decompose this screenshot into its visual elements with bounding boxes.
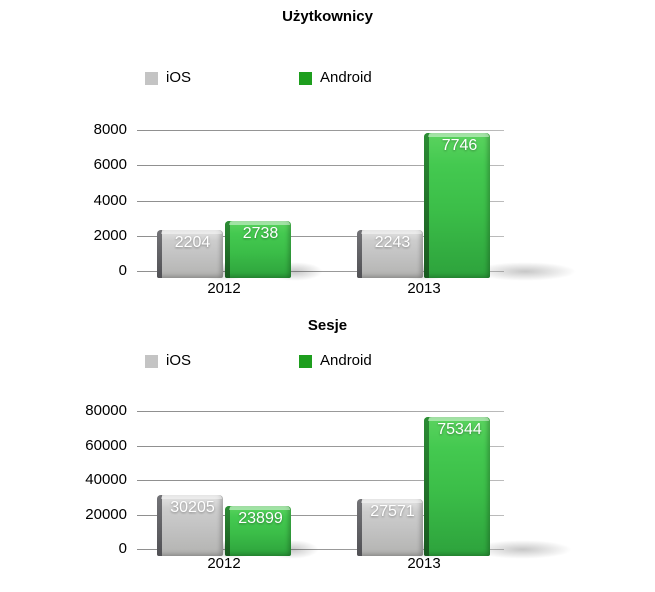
chart-title-sesje: Sesje <box>307 317 348 334</box>
legend-label-ios: iOS <box>166 352 192 369</box>
bar-value-label: 23899 <box>238 509 283 527</box>
legend-item-ios: iOS <box>145 353 191 369</box>
gridline-80000 <box>137 411 504 412</box>
legend-label-android: Android <box>320 352 372 369</box>
bar-ios-2013: 27571 <box>357 499 423 556</box>
bar-side-face <box>357 229 362 278</box>
legend-label-android: Android <box>320 69 372 86</box>
bar-top-gloss <box>428 417 489 421</box>
gridline-60000 <box>137 445 504 447</box>
y-tick-label-20000: 20000 <box>85 505 127 523</box>
legend-swatch-ios <box>145 71 158 85</box>
y-tick-label-8000: 8000 <box>93 121 127 138</box>
bar-ios-2012: 30205 <box>157 494 223 556</box>
chart-title-uzytkownicy: Użytkownicy <box>282 8 373 25</box>
y-tick-label-0: 0 <box>118 262 127 279</box>
x-category-label-2013: 2013 <box>407 280 441 297</box>
y-tick-label-80000: 80000 <box>85 402 127 419</box>
legend-item-android: Android <box>299 353 372 369</box>
bar-top-gloss <box>428 132 489 137</box>
bar-top-gloss <box>361 499 422 504</box>
bar-value-label: 2738 <box>242 224 279 242</box>
legend-swatch-ios <box>145 354 158 368</box>
y-tick-label-2000: 2000 <box>93 226 127 244</box>
gridline-20000 <box>137 514 504 516</box>
y-tick-label-6000: 6000 <box>93 156 127 174</box>
bar-side-face <box>225 220 230 278</box>
gridline-8000 <box>137 130 504 131</box>
bar-side-face <box>157 230 162 278</box>
bar-android-2012: 23899 <box>225 505 291 556</box>
bar-side-face <box>357 499 362 556</box>
bar-value-label: 75344 <box>437 421 482 438</box>
bar-side-face <box>424 132 429 278</box>
bar-value-label: 2243 <box>374 233 411 251</box>
bar-value-label: 30205 <box>170 498 215 516</box>
gridline-0 <box>137 549 504 550</box>
bar-value-label: 7746 <box>441 136 478 154</box>
x-category-label-2013: 2013 <box>407 555 441 572</box>
bar-top-gloss <box>161 494 222 499</box>
bar-android-2013: 75344 <box>424 417 490 556</box>
bar-ios-2013: 2243 <box>357 229 423 278</box>
y-tick-label-4000: 4000 <box>93 191 127 209</box>
bar-top-gloss <box>229 505 290 510</box>
bar-top-gloss <box>161 230 222 235</box>
y-tick-label-0: 0 <box>118 540 127 557</box>
bar-value-label: 2204 <box>174 234 211 252</box>
gridline-40000 <box>137 480 504 481</box>
bar-side-face <box>225 505 230 556</box>
y-tick-label-60000: 60000 <box>85 436 127 454</box>
legend-swatch-android <box>299 354 312 368</box>
legend-label-ios: iOS <box>166 69 192 86</box>
legend-swatch-android <box>299 71 312 85</box>
bar-side-face <box>424 417 429 556</box>
bar-value-label: 27571 <box>370 503 415 521</box>
y-tick-label-40000: 40000 <box>85 471 127 488</box>
gridline-6000 <box>137 165 504 167</box>
legend-item-android: Android <box>299 70 372 86</box>
bar-ios-2012: 2204 <box>157 230 223 278</box>
bar-top-gloss <box>229 220 290 225</box>
x-category-label-2012: 2012 <box>207 280 241 297</box>
gridline-2000 <box>137 235 504 237</box>
gridline-0 <box>137 271 504 272</box>
bar-android-2012: 2738 <box>225 220 291 278</box>
bar-side-face <box>157 494 162 556</box>
legend-item-ios: iOS <box>145 70 191 86</box>
bar-android-2013: 7746 <box>424 132 490 278</box>
bar-top-gloss <box>361 229 422 234</box>
gridline-4000 <box>137 200 504 202</box>
x-category-label-2012: 2012 <box>207 555 241 572</box>
